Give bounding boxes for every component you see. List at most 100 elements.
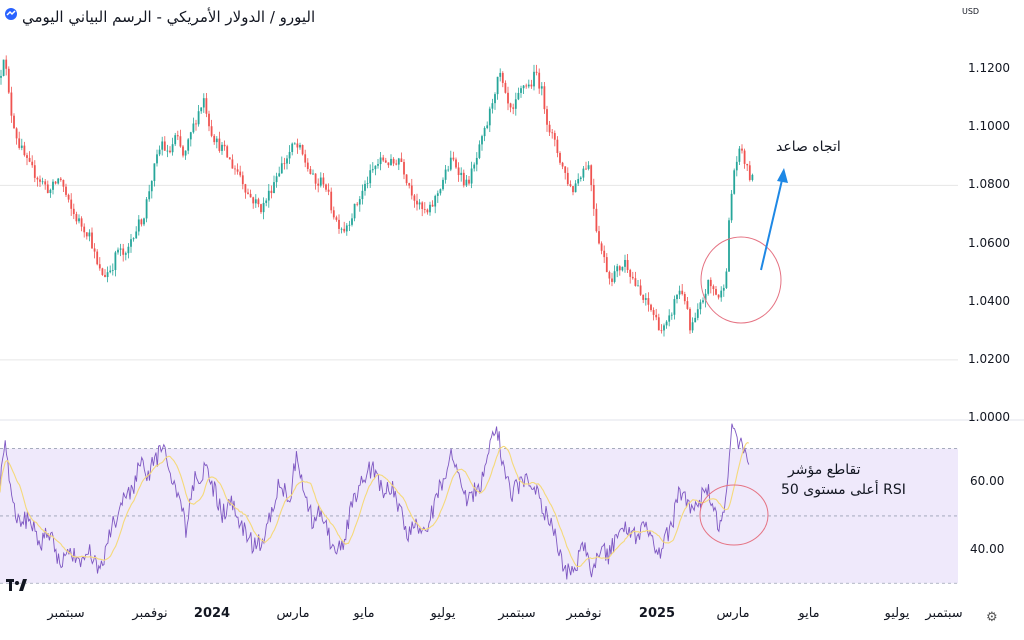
time-tick-label: نوفمبر xyxy=(132,606,168,621)
candle-body xyxy=(444,169,447,180)
candle-body xyxy=(280,163,283,174)
time-tick-label: يوليو xyxy=(430,606,456,621)
candle-body xyxy=(429,204,431,213)
price-tick-label: 1.0000 xyxy=(968,410,1010,424)
candle-body xyxy=(135,231,138,239)
candle-body xyxy=(689,308,691,331)
candle-body xyxy=(486,125,489,129)
annotation-overlay xyxy=(699,168,788,546)
candle-body xyxy=(338,219,340,229)
candle-body xyxy=(325,184,327,190)
candle-body xyxy=(694,317,697,323)
candle-body xyxy=(291,143,294,152)
candle-body xyxy=(312,173,314,175)
candle-body xyxy=(605,257,608,273)
candle-body xyxy=(676,294,678,300)
candle-body xyxy=(127,246,130,254)
candle-body xyxy=(431,204,434,207)
candle-body xyxy=(351,218,353,225)
candle-body xyxy=(618,266,621,271)
candle-body xyxy=(23,145,26,156)
price-candles xyxy=(0,55,754,337)
candle-body xyxy=(88,232,91,237)
candle-body xyxy=(475,157,478,165)
candle-body xyxy=(231,159,234,169)
candle-body xyxy=(702,300,704,303)
candle-body xyxy=(559,153,561,163)
candle-body xyxy=(18,138,21,148)
candle-body xyxy=(668,315,671,322)
candle-body xyxy=(262,202,265,213)
uptrend-arrow-shaft xyxy=(760,179,783,271)
candle-body xyxy=(387,162,390,166)
candle-body xyxy=(704,293,707,301)
candle-body xyxy=(629,269,632,277)
candle-body xyxy=(551,132,554,134)
candle-body xyxy=(418,202,421,205)
settings-gear-icon[interactable]: ⚙ xyxy=(986,610,998,625)
candle-body xyxy=(150,180,153,192)
candle-body xyxy=(496,76,499,95)
candle-body xyxy=(751,174,754,180)
candle-body xyxy=(449,157,452,170)
candle-body xyxy=(741,148,743,151)
candle-body xyxy=(361,190,364,200)
candle-body xyxy=(234,168,236,170)
candle-body xyxy=(78,218,80,222)
candle-body xyxy=(408,183,411,186)
candle-body xyxy=(70,199,73,209)
candle-body xyxy=(395,163,398,165)
candle-body xyxy=(364,183,366,191)
candle-body xyxy=(67,194,70,200)
candle-body xyxy=(109,270,112,273)
candle-body xyxy=(460,172,463,176)
candle-body xyxy=(572,186,574,193)
candle-body xyxy=(195,123,197,125)
candle-body xyxy=(49,189,52,193)
candle-body xyxy=(10,92,13,116)
candle-body xyxy=(192,123,195,133)
candle-body xyxy=(83,226,86,233)
candle-body xyxy=(517,92,520,100)
candle-body xyxy=(249,193,252,198)
candle-body xyxy=(616,266,619,272)
candle-body xyxy=(252,197,255,204)
candle-body xyxy=(5,59,8,69)
candle-body xyxy=(603,250,606,258)
candle-body xyxy=(535,71,538,73)
candle-body xyxy=(96,251,99,265)
candle-body xyxy=(613,271,616,282)
candle-body xyxy=(137,219,140,232)
candle-body xyxy=(304,154,307,163)
candle-body xyxy=(405,174,408,184)
candle-body xyxy=(20,145,23,148)
time-tick-label: نوفمبر xyxy=(566,606,602,621)
candle-body xyxy=(330,191,333,211)
candle-body xyxy=(13,115,15,129)
candle-body xyxy=(91,232,93,249)
candle-body xyxy=(520,88,522,93)
candle-body xyxy=(683,294,686,302)
candle-body xyxy=(639,285,642,295)
currency-label: USD xyxy=(962,7,980,16)
candle-body xyxy=(187,139,190,151)
candle-body xyxy=(691,322,694,331)
candle-body xyxy=(512,107,515,109)
candle-body xyxy=(650,304,652,311)
rsi-ma-line xyxy=(0,441,749,568)
candle-body xyxy=(416,200,418,205)
highlight-circle-price xyxy=(700,236,782,324)
candle-body xyxy=(525,85,528,87)
candle-body xyxy=(52,181,54,190)
candle-body xyxy=(582,168,585,178)
candle-body xyxy=(317,183,320,186)
uptrend-arrow-head xyxy=(777,168,788,183)
candle-body xyxy=(348,224,351,226)
candle-body xyxy=(239,171,242,176)
candle-body xyxy=(478,144,481,158)
candle-body xyxy=(85,232,88,237)
price-tick-label: 1.0400 xyxy=(968,293,1010,308)
candle-body xyxy=(655,314,658,318)
candle-body xyxy=(236,169,239,172)
rsi-cross-label-line2: RSI أعلى مستوى 50 xyxy=(781,482,906,498)
